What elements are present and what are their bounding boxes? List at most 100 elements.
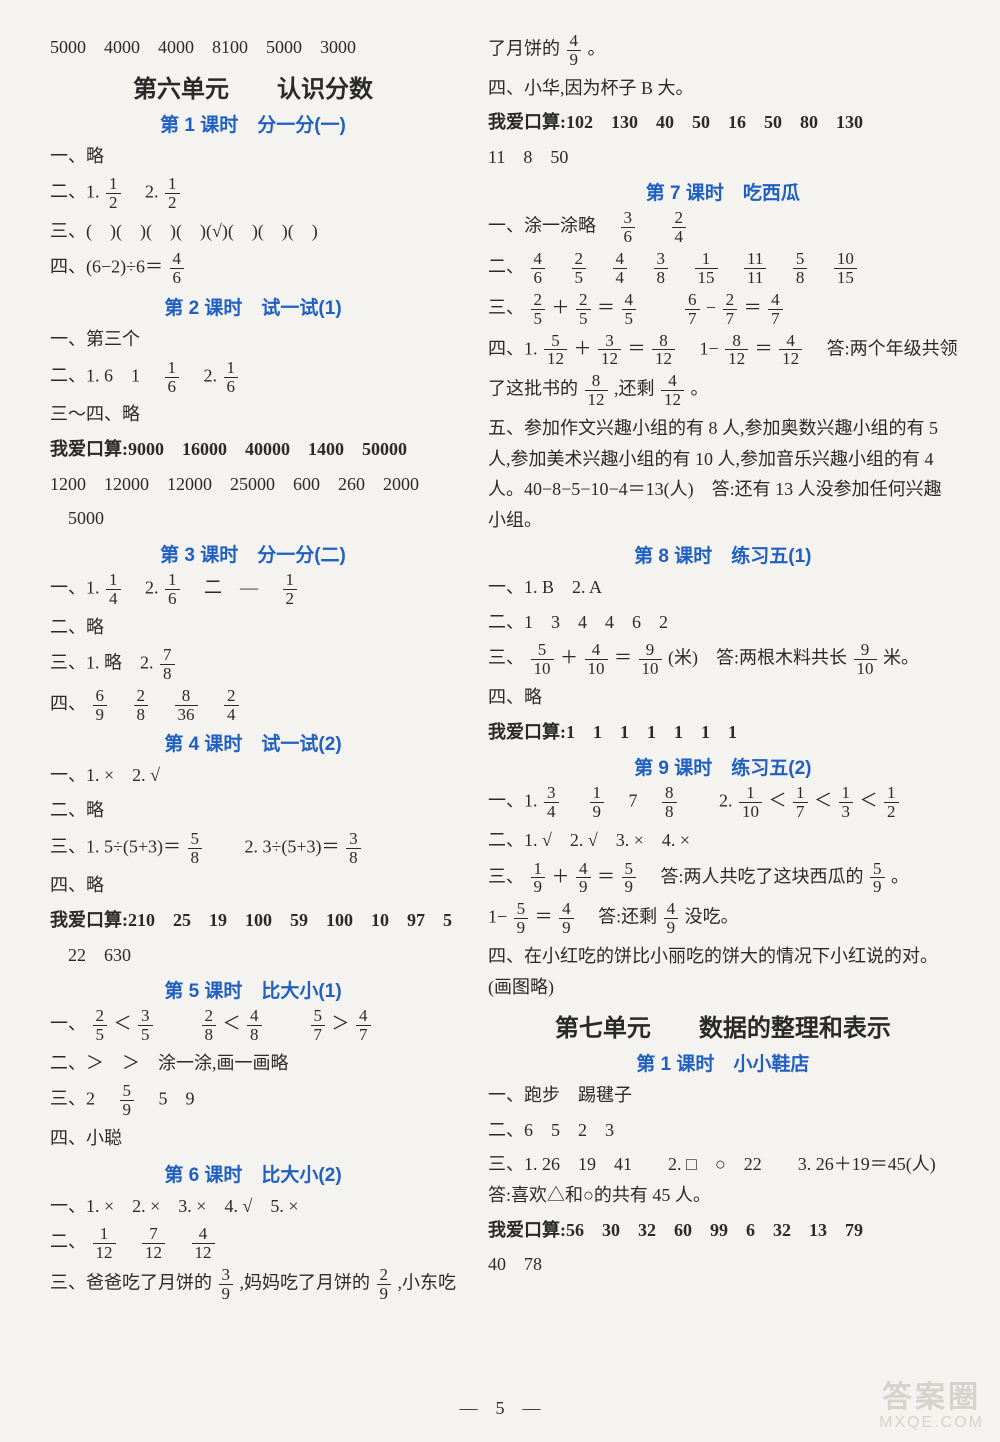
fraction: 38 <box>346 830 361 867</box>
text-line: 五、参加作文兴趣小组的有 8 人,参加奥数兴趣小组的有 5 人,参加美术兴趣小组… <box>488 413 958 535</box>
fraction: 412 <box>192 1225 215 1262</box>
fraction: 35 <box>138 1007 153 1044</box>
label: 2. <box>683 791 737 811</box>
fraction: 25 <box>576 291 591 328</box>
fraction: 25 <box>572 250 587 287</box>
text-line: 三、 510 ＋ 410 ＝ 910 (米) 答:两根木料共长 910 米。 <box>488 641 958 678</box>
text-line: 四、1. 512 ＋ 312 ＝ 812 1− 812 ＝ 412 答:两个年级… <box>488 332 958 369</box>
lesson-1-title: 第 1 课时 分一分(一) <box>50 110 456 137</box>
text-line: 三、( )( )( )( )(√)( )( )( ) <box>50 216 456 247</box>
text-line: 二、 46 25 44 38 115 1111 58 1015 <box>488 250 958 287</box>
label: 没吃。 <box>685 907 739 927</box>
label: 三、 <box>488 648 524 668</box>
text-line: 二、1. 12 2. 12 <box>50 175 456 212</box>
lesson-5-title: 第 5 课时 比大小(1) <box>50 976 456 1003</box>
fraction: 836 <box>175 687 198 724</box>
text-line: 三、2 59 5 9 <box>50 1082 456 1119</box>
fraction: 12 <box>106 175 121 212</box>
text-line: 5000 4000 4000 8100 5000 3000 <box>50 32 456 63</box>
fraction: 59 <box>622 860 637 897</box>
text-line: 一、1. × 2. √ <box>50 760 456 791</box>
label: ＝ <box>614 648 632 668</box>
text-line: 二、1. √ 2. √ 3. × 4. × <box>488 825 958 856</box>
lesson-4-title: 第 4 课时 试一试(2) <box>50 729 456 756</box>
text-line: 一、跑步 踢毽子 <box>488 1080 958 1111</box>
label: ＝ <box>744 297 762 317</box>
fraction: 13 <box>839 784 854 821</box>
label: 答:还剩 <box>580 907 657 927</box>
lesson-9-title: 第 9 课时 练习五(2) <box>488 753 958 780</box>
fraction: 58 <box>793 250 808 287</box>
right-column: 了月饼的 49 。 四、小华,因为杯子 B 大。 我爱口算:102 130 40… <box>478 28 968 1307</box>
watermark-url: MXQE.COM <box>879 1414 984 1432</box>
label: − <box>706 297 716 317</box>
text-line: 二、略 <box>50 612 456 643</box>
text-line: 四、 69 28 836 24 <box>50 687 456 724</box>
fraction: 24 <box>224 687 239 724</box>
label: 2. <box>127 577 163 597</box>
fraction: 910 <box>639 641 662 678</box>
fraction: 16 <box>224 359 239 396</box>
fraction: 16 <box>165 571 180 608</box>
label: 了这批书的 <box>488 379 578 399</box>
label: 1− <box>488 907 507 927</box>
unit-6-title: 第六单元 认识分数 <box>50 69 456 104</box>
fraction: 39 <box>219 1266 234 1303</box>
fraction: 27 <box>723 291 738 328</box>
fraction: 46 <box>531 250 546 287</box>
label: 四、(6−2)÷6＝ <box>50 257 163 277</box>
fraction: 28 <box>202 1007 217 1044</box>
fraction: 59 <box>120 1082 135 1119</box>
fraction: 48 <box>247 1007 262 1044</box>
fraction: 812 <box>652 332 675 369</box>
watermark: 答案圈 MXQE.COM <box>879 1372 984 1432</box>
label: 三、1. 5÷(5+3)＝ <box>50 836 181 856</box>
label: 二、1. <box>50 182 104 202</box>
label: 。 <box>691 379 709 399</box>
fraction: 112 <box>93 1225 116 1262</box>
text-line: 四、略 <box>50 870 456 901</box>
label: ＋ <box>560 648 578 668</box>
text-line: 22 630 <box>50 940 456 971</box>
label: ＞ <box>332 1014 350 1034</box>
fraction: 19 <box>531 860 546 897</box>
text-line: 二、1. 6 1 16 2. 16 <box>50 359 456 396</box>
label: ,还剩 <box>614 379 655 399</box>
fraction: 49 <box>576 860 591 897</box>
fraction: 36 <box>621 209 636 246</box>
text-line: 三、爸爸吃了月饼的 39 ,妈妈吃了月饼的 29 ,小东吃 <box>50 1266 456 1303</box>
label: 2. <box>127 182 163 202</box>
label: ＜ <box>814 791 832 811</box>
text-line: 四、小聪 <box>50 1123 456 1154</box>
label: ＋ <box>552 866 570 886</box>
text-line: 一、第三个 <box>50 324 456 355</box>
text-line: 我爱口算:102 130 40 50 16 50 80 130 <box>488 107 958 138</box>
fraction: 44 <box>613 250 628 287</box>
fraction: 47 <box>356 1007 371 1044</box>
unit-7-title: 第七单元 数据的整理和表示 <box>488 1008 958 1043</box>
label: (米) 答:两根木料共长 <box>668 648 847 668</box>
fraction: 49 <box>567 32 582 69</box>
fraction: 812 <box>585 372 608 409</box>
text-line: 三、 25 ＋ 25 ＝ 45 67 − 27 ＝ 47 <box>488 291 958 328</box>
left-column: 5000 4000 4000 8100 5000 3000 第六单元 认识分数 … <box>40 28 466 1307</box>
text-line: 一、1. 14 2. 16 二 — 12 <box>50 571 456 608</box>
fraction: 38 <box>654 250 669 287</box>
label: ＜ <box>114 1014 132 1034</box>
fraction: 412 <box>661 372 684 409</box>
label: 二、 <box>488 257 524 277</box>
label: 答:两个年级共领 <box>809 338 958 358</box>
text-line: 我爱口算:210 25 19 100 59 100 10 97 5 <box>50 905 456 936</box>
fraction: 58 <box>188 830 203 867</box>
text-line: 一、 25 ＜ 35 28 ＜ 48 57 ＞ 47 <box>50 1007 456 1044</box>
text-line: 二、6 5 2 3 <box>488 1115 958 1146</box>
label: ＜ <box>769 791 787 811</box>
fraction: 25 <box>93 1007 108 1044</box>
text-line: 二、略 <box>50 795 456 826</box>
fraction: 24 <box>672 209 687 246</box>
text-line: 1200 12000 12000 25000 600 260 2000 <box>50 469 456 500</box>
label: 2. <box>186 365 222 385</box>
label: ＝ <box>628 338 646 358</box>
fraction: 59 <box>514 900 529 937</box>
fraction: 29 <box>377 1266 392 1303</box>
